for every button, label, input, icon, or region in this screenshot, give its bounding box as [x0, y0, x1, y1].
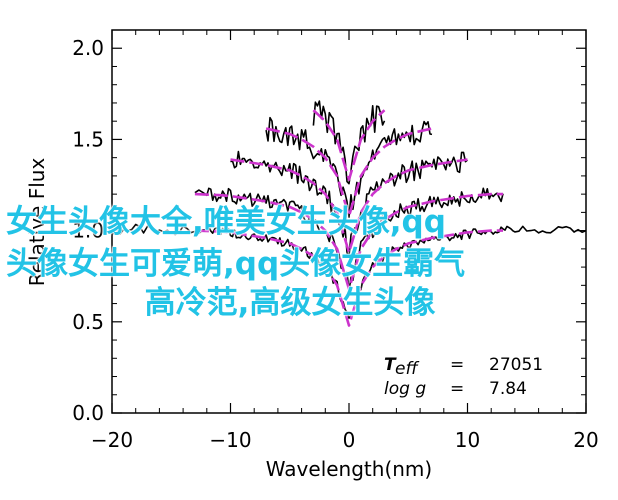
- x-tick-label: 0: [343, 428, 356, 452]
- x-tick-label: −20: [91, 428, 133, 452]
- svg-text:=: =: [450, 379, 464, 399]
- annotation-logg: log g = 7.84: [384, 379, 527, 399]
- observed-line-offset-2: [230, 150, 469, 258]
- y-tick-label: 1.0: [72, 219, 104, 243]
- observed-line-offset-4: [312, 100, 386, 185]
- annotation-teff: T eff = 27051: [384, 355, 543, 379]
- model-line-offset-3: [265, 127, 433, 218]
- y-tick-label: 0.5: [72, 310, 104, 334]
- svg-text:eff: eff: [395, 359, 419, 379]
- y-axis-label: Relative Flux: [25, 158, 49, 287]
- x-axis-label: Wavelength(nm): [266, 457, 432, 481]
- y-ticks: 0.0 0.5 1.0 1.5 2.0: [72, 36, 586, 425]
- model-line-offset-2: [230, 158, 468, 254]
- model-line-offset-4: [312, 109, 386, 181]
- x-ticks: −20 −10 0 10 20: [91, 30, 599, 452]
- x-tick-label: −10: [209, 428, 251, 452]
- svg-text:T: T: [384, 355, 397, 375]
- observed-line-offset-3: [265, 116, 433, 218]
- y-tick-label: 0.0: [72, 401, 104, 425]
- svg-text:7.84: 7.84: [489, 379, 527, 399]
- svg-text:log g: log g: [384, 379, 426, 399]
- overlay-title-line-2: 头像女生可爱萌,qq头像女生霸气: [6, 246, 466, 283]
- x-tick-label: 10: [455, 428, 480, 452]
- overlay-title-line-1: 女生头像大全,唯美女生头像,qq: [6, 204, 447, 241]
- svg-text:27051: 27051: [489, 355, 543, 375]
- y-tick-label: 2.0: [72, 36, 104, 60]
- x-tick-label: 20: [573, 428, 598, 452]
- y-tick-label: 1.5: [72, 127, 104, 151]
- model-line-offset-0: [194, 229, 503, 327]
- overlay-title-line-3: 高冷范,高级女生头像: [144, 285, 436, 322]
- series-layer: [111, 100, 587, 327]
- svg-text:=: =: [450, 355, 464, 375]
- model-line-offset-1: [194, 192, 503, 291]
